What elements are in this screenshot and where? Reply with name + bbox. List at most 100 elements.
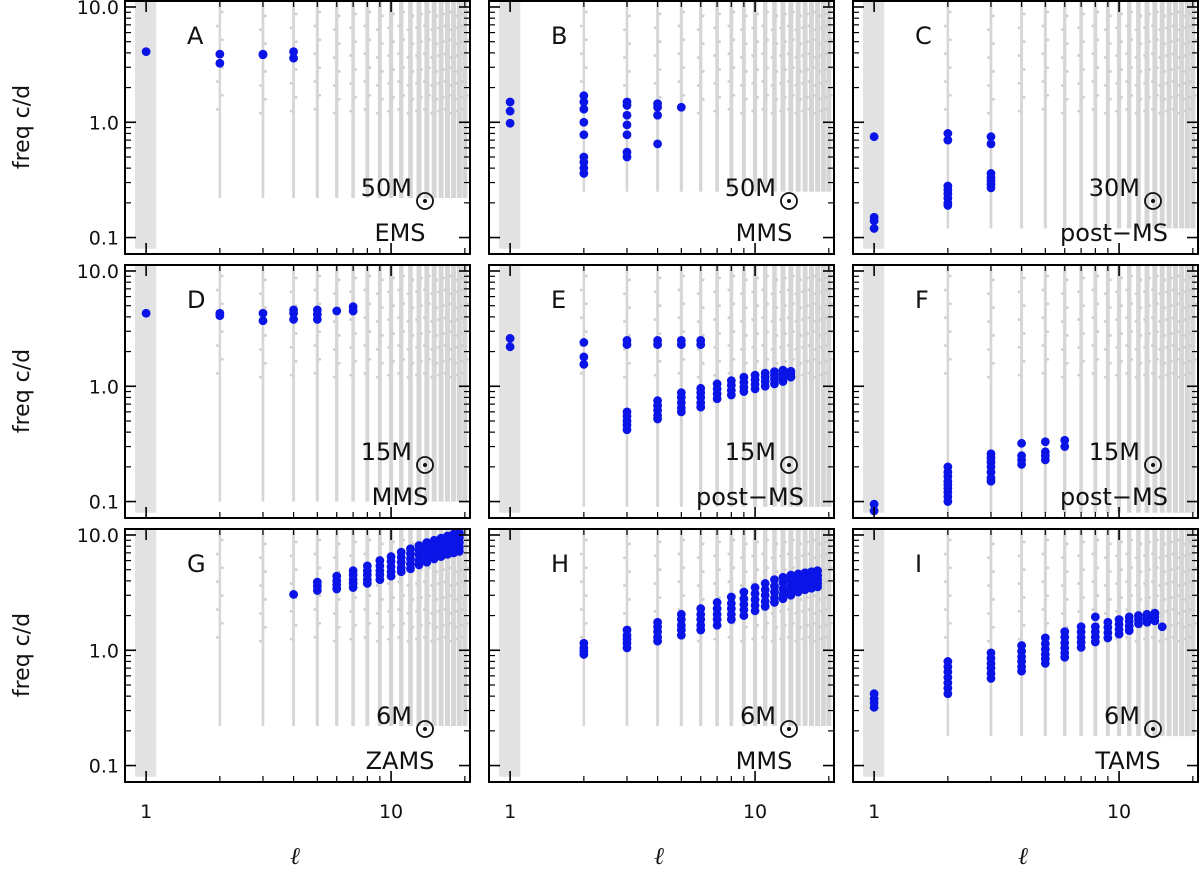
model-mode	[727, 24, 731, 28]
model-mode	[332, 111, 336, 115]
model-mode	[628, 70, 631, 73]
unstable-mode-point	[1040, 437, 1050, 447]
model-mode	[1155, 66, 1159, 69]
model-mode	[392, 304, 395, 308]
model-mode	[813, 83, 817, 87]
model-column-l14	[1152, 264, 1158, 513]
model-mode	[1017, 54, 1021, 57]
model-mode	[628, 570, 631, 574]
unstable-mode-point	[505, 118, 515, 128]
model-mode	[411, 542, 415, 546]
unstable-mode-point	[1060, 652, 1070, 662]
model-mode	[732, 302, 736, 306]
model-column-l19	[1184, 528, 1190, 737]
model-mode	[713, 582, 717, 585]
model-mode	[1170, 596, 1173, 599]
model-mode	[799, 361, 803, 365]
model-mode	[294, 359, 298, 363]
model-mode	[1077, 582, 1081, 585]
model-mode	[1046, 10, 1050, 14]
unstable-mode-point	[406, 564, 415, 574]
model-mode	[696, 28, 700, 32]
model-mode	[824, 580, 828, 584]
model-column-l6	[1063, 264, 1067, 513]
model-mode	[806, 304, 809, 308]
model-mode	[1115, 318, 1118, 321]
model-mode	[1115, 109, 1118, 113]
model-mode	[812, 93, 816, 97]
model-mode	[443, 316, 447, 320]
model-mode	[1103, 56, 1107, 59]
model-mode	[1170, 95, 1173, 99]
model-mode	[392, 540, 395, 544]
model-mode	[411, 625, 415, 629]
model-mode	[1155, 38, 1159, 42]
model-mode	[349, 637, 353, 641]
model-mode	[363, 52, 367, 56]
model-mode	[437, 373, 440, 377]
model-mode	[739, 28, 743, 32]
model-mode	[1108, 42, 1112, 46]
l1-model-band	[134, 528, 157, 777]
unstable-mode-point	[778, 377, 788, 386]
model-column-l17	[445, 528, 451, 727]
model-mode	[460, 580, 464, 584]
model-mode	[806, 540, 809, 544]
model-mode	[807, 288, 811, 292]
model-mode	[761, 80, 765, 83]
model-mode	[948, 594, 952, 597]
model-mode	[1046, 538, 1050, 542]
model-mode	[829, 566, 833, 570]
model-column-l3	[625, 264, 629, 507]
panel-letter: B	[551, 22, 567, 50]
model-mode	[806, 359, 809, 363]
model-mode	[813, 56, 817, 59]
model-mode	[784, 304, 787, 308]
model-mode	[1096, 93, 1100, 97]
model-mode	[713, 373, 717, 377]
model-mode	[1171, 344, 1175, 347]
model-mode	[1155, 566, 1159, 570]
model-mode	[1165, 81, 1168, 85]
model-mode	[658, 68, 662, 71]
model-mode	[1177, 347, 1181, 351]
model-mode	[751, 54, 754, 57]
model-mode	[1091, 608, 1095, 611]
model-mode	[1150, 107, 1154, 111]
model-mode	[756, 68, 759, 71]
model-mode	[397, 80, 401, 83]
model-mode	[744, 70, 748, 73]
model-mode	[1125, 52, 1129, 56]
model-mode	[806, 276, 809, 280]
unstable-mode-point	[793, 587, 803, 597]
model-mode	[448, 330, 452, 333]
model-mode	[437, 54, 440, 57]
model-mode	[264, 361, 267, 365]
model-column-l8	[1093, 264, 1098, 513]
model-mode	[448, 302, 452, 306]
model-mode	[1177, 611, 1181, 615]
model-column-l19	[1184, 264, 1190, 513]
model-mode	[1134, 556, 1138, 560]
model-mode	[437, 26, 440, 30]
model-column-l12	[772, 0, 777, 192]
model-mode	[824, 635, 828, 639]
model-mode	[943, 52, 947, 56]
model-mode	[313, 608, 317, 611]
model-mode	[794, 56, 798, 59]
model-mode	[761, 635, 765, 639]
model-mode	[1060, 611, 1064, 615]
model-column-l17	[445, 0, 451, 199]
model-mode	[701, 14, 705, 18]
model-column-l15	[795, 528, 801, 727]
model-mode	[807, 552, 811, 556]
model-mode	[1115, 345, 1118, 349]
model-mode	[332, 320, 336, 323]
model-mode	[1125, 552, 1129, 556]
l1-model-band	[134, 264, 157, 513]
model-mode	[1183, 637, 1187, 641]
model-mode	[406, 56, 410, 59]
model-mode	[761, 107, 765, 111]
model-mode	[1130, 10, 1134, 14]
